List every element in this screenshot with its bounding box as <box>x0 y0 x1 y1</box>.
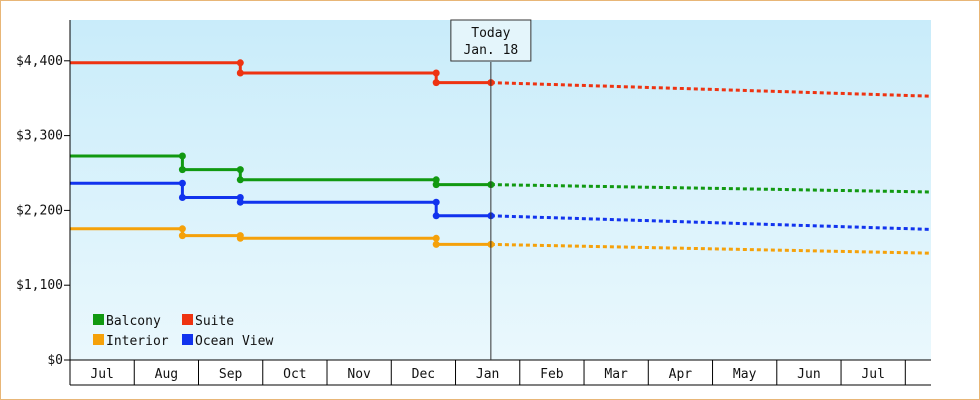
x-tick-label: Nov <box>347 367 371 382</box>
legend-label-balcony: Balcony <box>106 314 161 329</box>
data-point <box>178 179 186 187</box>
legend-swatch-suite <box>182 314 193 325</box>
x-tick-label: Aug <box>155 367 178 382</box>
today-label: Today <box>471 26 510 41</box>
x-tick-label: Jun <box>797 367 820 382</box>
series-balcony <box>70 152 932 194</box>
data-point <box>178 166 186 174</box>
data-point <box>236 69 244 77</box>
series-projection-suite <box>490 81 932 98</box>
x-tick-label: Oct <box>283 367 306 382</box>
today-marker: Today Jan. 18 <box>450 19 532 360</box>
x-tick-label: May <box>733 367 757 382</box>
data-point <box>432 176 440 184</box>
x-tick-label: Feb <box>540 367 564 382</box>
x-tick-label: Jul <box>861 367 884 382</box>
x-tick-label: Apr <box>669 367 693 382</box>
legend: Balcony Suite Interior Ocean View <box>93 314 273 349</box>
data-point <box>432 69 440 77</box>
legend-swatch-balcony <box>93 314 104 325</box>
y-tick-label: $0 <box>47 353 63 368</box>
today-date: Jan. 18 <box>463 43 518 58</box>
data-point <box>236 166 244 174</box>
legend-label-interior: Interior <box>106 334 169 349</box>
series-ocean-view <box>70 179 932 231</box>
series-projection-ocean-view <box>490 214 932 231</box>
series-suite <box>70 59 932 98</box>
data-point <box>178 225 186 233</box>
data-point <box>432 240 440 248</box>
y-tick-label: $4,400 <box>16 54 63 69</box>
x-tick-label: Jul <box>90 367 113 382</box>
data-point <box>178 152 186 160</box>
series-interior <box>70 225 932 255</box>
series-line-suite <box>70 61 491 85</box>
legend-label-suite: Suite <box>195 314 234 329</box>
y-tick-label: $2,200 <box>16 203 63 218</box>
legend-label-ocean-view: Ocean View <box>195 334 273 349</box>
data-point <box>236 198 244 206</box>
data-point <box>432 234 440 242</box>
axis-layer: $0 $1,100 $2,200 $3,300 $4,400 Jul Aug Sep Oct No… <box>16 20 931 386</box>
legend-swatch-ocean-view <box>182 334 193 345</box>
series-projection-balcony <box>490 183 932 194</box>
series-projection-interior <box>490 242 932 255</box>
data-point <box>236 234 244 242</box>
data-point <box>432 212 440 220</box>
data-point <box>178 232 186 240</box>
y-tick-label: $1,100 <box>16 278 63 293</box>
data-point <box>432 79 440 87</box>
series-layer <box>70 59 932 255</box>
data-point <box>432 181 440 189</box>
data-point <box>432 198 440 206</box>
x-tick-label: Sep <box>219 367 243 382</box>
x-tick-label: Dec <box>412 367 435 382</box>
data-point <box>236 176 244 184</box>
legend-swatch-interior <box>93 334 104 345</box>
x-tick-label: Mar <box>604 367 628 382</box>
today-box <box>450 19 532 62</box>
x-tick-label: Jan <box>476 367 499 382</box>
y-tick-label: $3,300 <box>16 129 63 144</box>
data-point <box>236 59 244 67</box>
data-point <box>178 194 186 201</box>
